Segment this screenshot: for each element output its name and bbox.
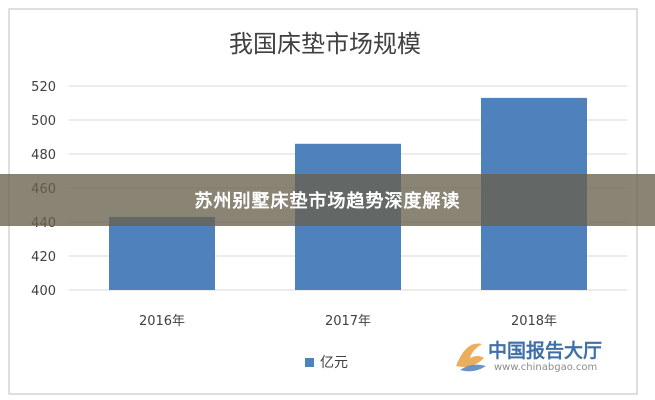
- watermark: 中国报告大厅 www.chinabgao.com: [452, 334, 637, 380]
- legend-label: 亿元: [320, 355, 348, 371]
- bar: [108, 216, 216, 290]
- chinabgao-logo-icon: [456, 343, 486, 372]
- legend: 亿元: [305, 355, 348, 371]
- x-axis: 2016年 2017年 2018年: [139, 314, 557, 329]
- x-tick-label: 2017年: [325, 314, 371, 329]
- title-banner: 苏州别墅床垫市场趋势深度解读: [0, 174, 655, 226]
- watermark-name: 中国报告大厅: [488, 340, 603, 362]
- y-tick-label: 400: [31, 284, 56, 299]
- y-tick-label: 480: [31, 148, 56, 163]
- chart-title: 我国床垫市场规模: [229, 30, 421, 58]
- y-tick-label: 500: [31, 114, 56, 129]
- x-tick-label: 2016年: [139, 314, 185, 329]
- y-tick-label: 520: [31, 80, 56, 95]
- x-tick-label: 2018年: [511, 314, 557, 329]
- y-tick-label: 420: [31, 250, 56, 265]
- watermark-url: www.chinabgao.com: [494, 362, 598, 373]
- legend-swatch: [305, 358, 314, 367]
- banner-text: 苏州别墅床垫市场趋势深度解读: [194, 191, 461, 212]
